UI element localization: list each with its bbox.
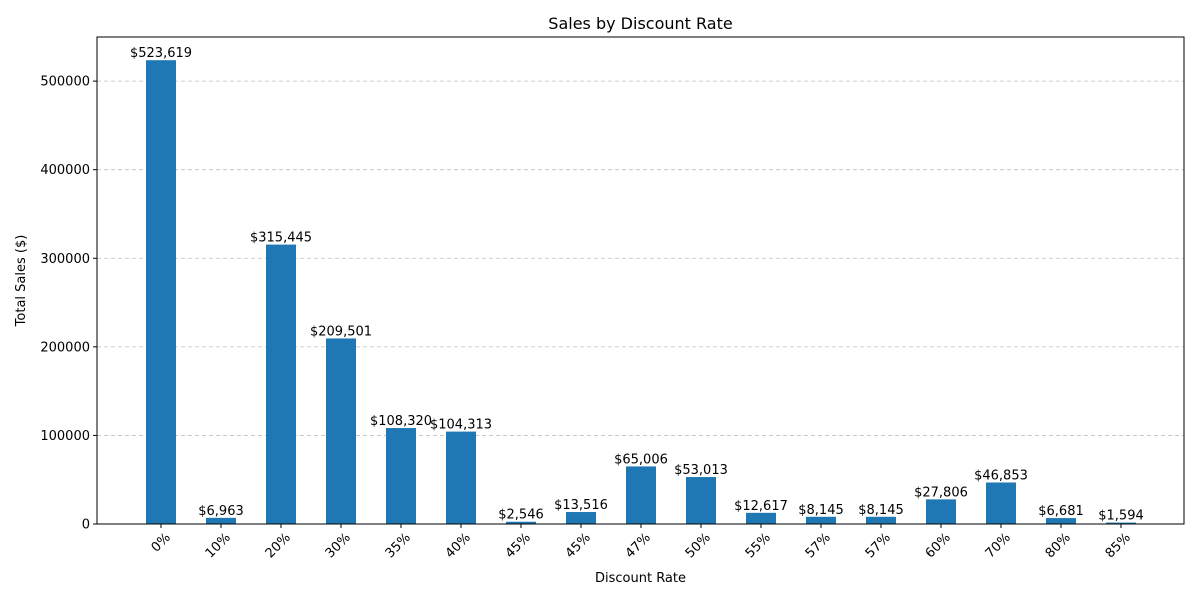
data-label: $2,546 xyxy=(498,508,544,523)
x-tick-label: 20% xyxy=(263,530,294,561)
x-tick-label: 45% xyxy=(563,530,594,561)
x-tick-label: 57% xyxy=(863,530,894,561)
grid-lines xyxy=(97,80,1184,436)
bar xyxy=(686,477,716,524)
data-label: $104,313 xyxy=(430,418,492,433)
chart-title: Sales by Discount Rate xyxy=(548,14,732,33)
data-label: $6,963 xyxy=(198,504,244,519)
bar xyxy=(266,244,296,524)
x-tick-label: 40% xyxy=(443,530,474,561)
y-tick-label: 400000 xyxy=(40,163,90,178)
bar xyxy=(746,512,776,524)
data-label: $523,619 xyxy=(130,46,192,61)
data-label: $53,013 xyxy=(674,463,728,478)
x-tick-label: 35% xyxy=(383,530,414,561)
bar xyxy=(986,482,1016,524)
data-label: $65,006 xyxy=(614,452,668,467)
x-tick-label: 85% xyxy=(1103,530,1134,561)
x-tick-label: 0% xyxy=(149,530,174,555)
y-tick-label: 500000 xyxy=(40,75,90,90)
data-label: $1,594 xyxy=(1098,509,1144,524)
data-label: $27,806 xyxy=(914,485,968,500)
bars xyxy=(146,60,1136,524)
data-label: $8,145 xyxy=(858,503,904,518)
data-label: $13,516 xyxy=(554,498,608,513)
plot-frame xyxy=(96,36,1185,525)
x-tick-label: 50% xyxy=(683,530,714,561)
x-tick-label: 45% xyxy=(503,530,534,561)
data-label: $12,617 xyxy=(734,499,788,514)
x-axis-label: Discount Rate xyxy=(595,571,686,586)
bar xyxy=(386,428,416,524)
data-labels: $523,619$6,963$315,445$209,501$108,320$1… xyxy=(130,46,1144,523)
x-tick-label: 10% xyxy=(203,530,234,561)
data-label: $315,445 xyxy=(250,231,312,246)
bar xyxy=(326,338,356,524)
x-tick-label: 70% xyxy=(983,530,1014,561)
bar xyxy=(806,516,836,524)
bar xyxy=(1046,518,1076,524)
x-tick-label: 60% xyxy=(923,530,954,561)
x-tick-label: 80% xyxy=(1043,530,1074,561)
x-tick-label: 30% xyxy=(323,530,354,561)
y-axis-label: Total Sales ($) xyxy=(14,235,29,328)
bar xyxy=(446,431,476,524)
bar xyxy=(866,516,896,524)
data-label: $209,501 xyxy=(310,324,372,339)
bar xyxy=(626,466,656,524)
y-tick-label: 300000 xyxy=(40,252,90,267)
y-axis-ticks: 0 100000 200000 300000 400000 500000 xyxy=(40,75,97,533)
y-tick-label: 100000 xyxy=(40,429,90,444)
x-axis-ticks: 0% 10% 20% 30% 35% 40% 45% 45% 47% 50% 55% 57% 57% 60… xyxy=(149,524,1134,561)
bar xyxy=(566,512,596,524)
x-tick-label: 57% xyxy=(803,530,834,561)
bar xyxy=(146,60,176,524)
data-label: $108,320 xyxy=(370,414,432,429)
y-tick-label: 200000 xyxy=(40,340,90,355)
x-tick-label: 55% xyxy=(743,530,774,561)
bar xyxy=(206,517,236,524)
bar xyxy=(1106,522,1136,524)
y-tick-label: 0 xyxy=(82,518,90,533)
data-label: $46,853 xyxy=(974,468,1028,483)
bar xyxy=(506,521,536,524)
data-label: $6,681 xyxy=(1038,504,1084,519)
bar xyxy=(926,499,956,524)
data-label: $8,145 xyxy=(798,503,844,518)
x-tick-label: 47% xyxy=(623,530,654,561)
